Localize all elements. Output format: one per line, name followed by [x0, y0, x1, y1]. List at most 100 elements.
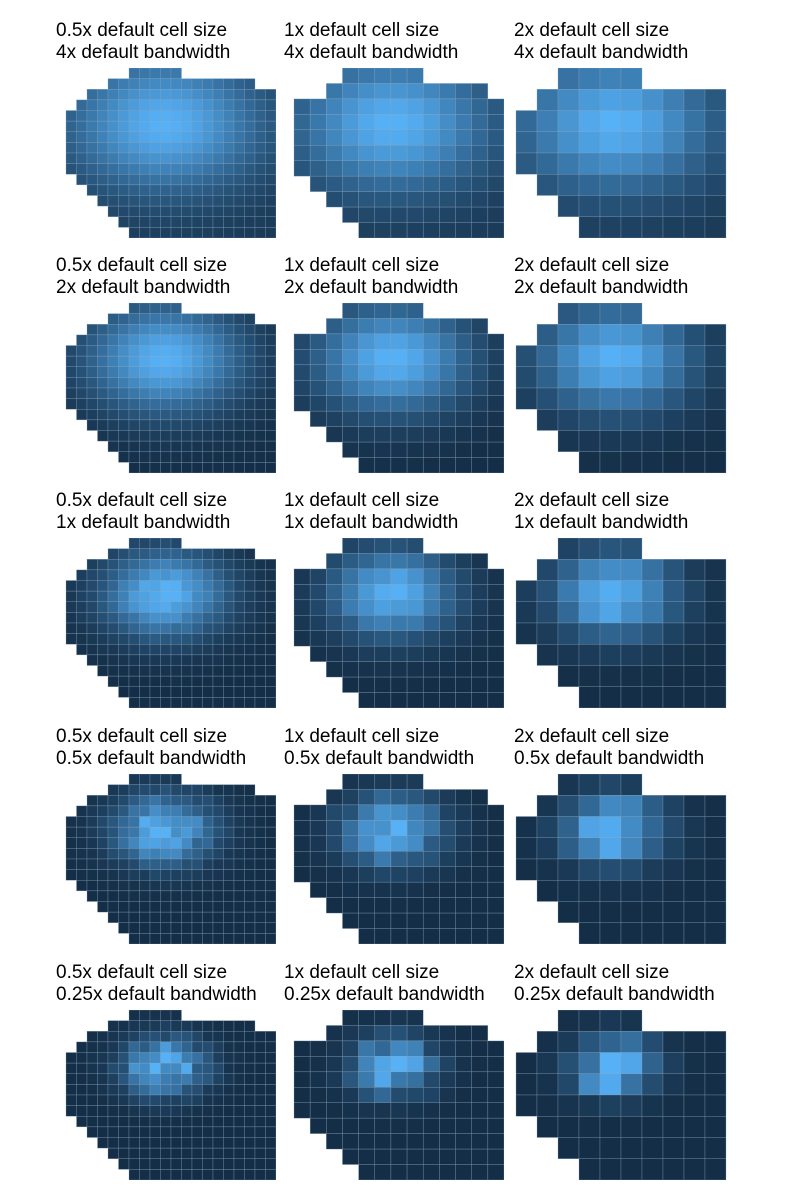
heatmap-cell — [139, 880, 151, 892]
heatmap-cell — [515, 858, 538, 881]
heatmap-cell — [244, 548, 256, 560]
heatmap-cell — [326, 333, 343, 350]
heatmap-cell — [244, 911, 256, 924]
heatmap-cell — [326, 568, 343, 585]
heatmap-cell — [422, 1117, 440, 1134]
heatmap-cell — [202, 184, 214, 196]
heatmap-cell — [704, 644, 727, 666]
heatmap-cell — [139, 377, 151, 389]
heatmap-cell — [471, 1164, 489, 1180]
heatmap-cell — [254, 451, 266, 463]
heatmap-cell — [86, 409, 98, 421]
heatmap-cell — [139, 1031, 151, 1043]
heatmap-cell — [641, 152, 664, 175]
heatmap-cell — [191, 462, 203, 473]
heatmap-cell — [170, 933, 182, 944]
heatmap-cell — [599, 795, 622, 817]
heatmap-cell — [128, 227, 140, 238]
heatmap-cell — [76, 805, 88, 817]
heatmap-cell — [118, 1147, 130, 1160]
heatmap-cell — [557, 1073, 580, 1096]
heatmap-cell — [358, 1040, 376, 1057]
heatmap-cell — [342, 881, 359, 898]
heatmap-cell — [139, 324, 151, 336]
heatmap-cell — [309, 410, 327, 427]
heatmap-cell — [390, 160, 408, 177]
heatmap-cell — [170, 665, 182, 677]
heatmap-cell — [118, 78, 130, 90]
heatmap-cell — [149, 816, 161, 828]
heatmap-panel: 1x default cell size 0.25x default bandwi… — [284, 962, 514, 1180]
heatmap-cell — [662, 152, 685, 175]
heatmap-cell — [254, 110, 266, 122]
panel-title-cell-size: 0.5x default cell size — [56, 255, 228, 276]
heatmap-cell — [160, 675, 172, 688]
panel-title-bandwidth: 1x default bandwidth — [284, 512, 459, 533]
heatmap-cell — [358, 395, 376, 412]
heatmap-cell — [202, 675, 214, 688]
heatmap-cell — [374, 1010, 392, 1026]
heatmap-cell — [181, 654, 193, 666]
heatmap-cell — [97, 622, 109, 634]
heatmap-cell — [515, 601, 538, 624]
heatmap-cell — [86, 644, 98, 656]
heatmap-cell — [704, 409, 727, 431]
heatmap-cell — [181, 451, 193, 463]
heatmap-cell — [191, 1169, 203, 1180]
heatmap-cell — [326, 1117, 343, 1134]
heatmap-cell — [128, 216, 140, 228]
heatmap-cell — [170, 622, 182, 634]
heatmap-cell — [704, 366, 727, 389]
heatmap-cell — [170, 1052, 182, 1064]
heatmap-cell — [487, 912, 504, 929]
heatmap-cell — [406, 692, 424, 708]
heatmap-cell — [139, 911, 151, 924]
heatmap-cell — [223, 559, 235, 571]
heatmap-cell — [599, 1010, 622, 1032]
heatmap-cell — [244, 633, 256, 645]
heatmap-cell — [390, 318, 408, 335]
heatmap-cell — [202, 1137, 214, 1149]
heatmap-cell — [487, 380, 504, 396]
heatmap-cell — [139, 548, 151, 560]
heatmap-cell — [149, 142, 161, 154]
heatmap-cell — [326, 318, 343, 335]
heatmap-cell — [599, 816, 622, 838]
heatmap-cell — [212, 880, 224, 892]
heatmap-cell — [233, 644, 245, 656]
heatmap-cell — [244, 1137, 256, 1149]
heatmap-cell — [406, 538, 424, 554]
heatmap-cell — [118, 89, 130, 101]
heatmap-cell — [439, 615, 456, 631]
heatmap-cell — [149, 174, 161, 186]
heatmap-cell — [202, 227, 214, 238]
heatmap-cell — [244, 430, 256, 442]
heatmap-cell — [358, 441, 376, 458]
heatmap-cell — [139, 559, 151, 571]
heatmap-cell — [76, 826, 88, 839]
heatmap-cell — [455, 395, 472, 412]
heatmap-cell — [309, 1102, 327, 1119]
heatmap-cell — [455, 568, 472, 585]
heatmap-cell — [86, 654, 98, 666]
heatmap-cell — [170, 890, 182, 902]
panel-title-bandwidth: 4x default bandwidth — [514, 42, 689, 63]
heatmap-cell — [455, 1087, 472, 1103]
heatmap-cell — [139, 120, 151, 133]
heatmap-cell — [578, 152, 601, 175]
heatmap-cell — [212, 559, 224, 571]
heatmap-cell — [139, 580, 151, 592]
heatmap-cell — [107, 430, 119, 442]
heatmap-cell — [212, 622, 224, 634]
heatmap-cell — [223, 848, 235, 860]
heatmap-cell — [374, 175, 392, 192]
heatmap-cell — [422, 160, 440, 177]
heatmap-cell — [704, 837, 727, 860]
heatmap-cell — [422, 206, 440, 223]
heatmap-cell — [390, 303, 408, 319]
heatmap-cell — [160, 303, 172, 314]
heatmap-cell — [620, 174, 643, 196]
heatmap-cell — [439, 661, 456, 678]
heatmap-cell — [265, 569, 276, 581]
heatmap-cell — [471, 395, 489, 412]
